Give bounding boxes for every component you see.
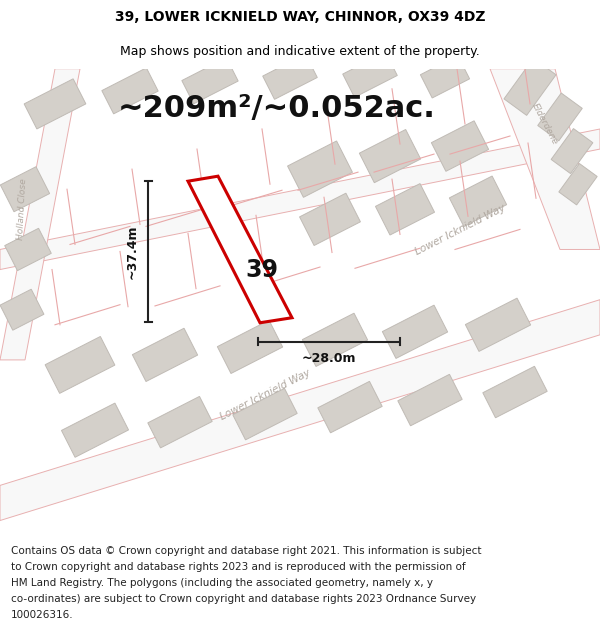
Text: Lower Icknield Way: Lower Icknield Way — [218, 368, 312, 423]
Polygon shape — [343, 52, 397, 98]
Text: Lower Icknield Way: Lower Icknield Way — [413, 202, 507, 256]
Polygon shape — [61, 403, 128, 458]
Polygon shape — [302, 313, 368, 366]
Polygon shape — [504, 58, 556, 116]
Text: ~28.0m: ~28.0m — [302, 352, 356, 366]
Polygon shape — [0, 289, 44, 330]
Polygon shape — [359, 129, 421, 182]
Text: Map shows position and indicative extent of the property.: Map shows position and indicative extent… — [120, 45, 480, 58]
Polygon shape — [24, 79, 86, 129]
Polygon shape — [102, 68, 158, 114]
Polygon shape — [0, 69, 80, 360]
Text: 39, LOWER ICKNIELD WAY, CHINNOR, OX39 4DZ: 39, LOWER ICKNIELD WAY, CHINNOR, OX39 4D… — [115, 10, 485, 24]
Polygon shape — [188, 176, 292, 322]
Text: ~209m²/~0.052ac.: ~209m²/~0.052ac. — [118, 94, 436, 123]
Polygon shape — [449, 176, 506, 226]
Polygon shape — [0, 129, 600, 269]
Polygon shape — [45, 336, 115, 393]
Polygon shape — [538, 93, 582, 141]
Polygon shape — [148, 396, 212, 448]
Polygon shape — [490, 69, 600, 249]
Text: co-ordinates) are subject to Crown copyright and database rights 2023 Ordnance S: co-ordinates) are subject to Crown copyr… — [11, 594, 476, 604]
Polygon shape — [133, 328, 197, 381]
Polygon shape — [382, 305, 448, 358]
Text: Holland Close: Holland Close — [16, 178, 28, 241]
Polygon shape — [233, 388, 297, 440]
Polygon shape — [376, 184, 434, 235]
Polygon shape — [5, 228, 51, 271]
Polygon shape — [299, 193, 361, 246]
Text: ~37.4m: ~37.4m — [125, 224, 139, 279]
Polygon shape — [263, 54, 317, 99]
Polygon shape — [398, 374, 462, 426]
Polygon shape — [421, 56, 470, 98]
Polygon shape — [287, 141, 352, 198]
Polygon shape — [466, 298, 530, 351]
Text: HM Land Registry. The polygons (including the associated geometry, namely x, y: HM Land Registry. The polygons (includin… — [11, 578, 433, 587]
Polygon shape — [1, 167, 50, 212]
Text: Elderdene: Elderdene — [530, 102, 560, 146]
Polygon shape — [182, 58, 238, 104]
Polygon shape — [0, 299, 600, 521]
Text: Contains OS data © Crown copyright and database right 2021. This information is : Contains OS data © Crown copyright and d… — [11, 546, 481, 556]
Polygon shape — [483, 366, 547, 418]
Polygon shape — [217, 320, 283, 374]
Text: 100026316.: 100026316. — [11, 610, 73, 620]
Text: to Crown copyright and database rights 2023 and is reproduced with the permissio: to Crown copyright and database rights 2… — [11, 562, 466, 572]
Text: 39: 39 — [245, 258, 278, 281]
Polygon shape — [559, 164, 597, 205]
Polygon shape — [551, 129, 593, 174]
Polygon shape — [318, 381, 382, 433]
Polygon shape — [431, 121, 488, 171]
